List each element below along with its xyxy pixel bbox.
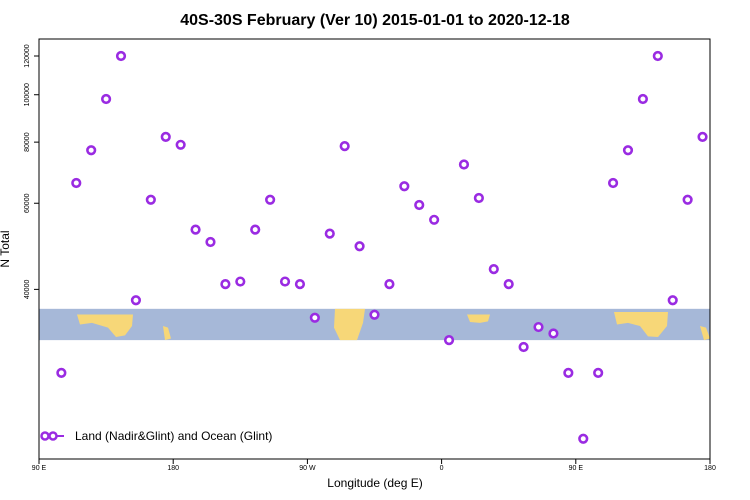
legend: Land (Nadir&Glint) and Ocean (Glint) [40,429,272,443]
data-point [324,228,335,239]
land-mass [700,326,710,341]
legend-marker [48,431,58,441]
data-point [294,279,306,290]
y-axis-label: N Total [0,230,12,267]
data-point [145,194,156,205]
data-point [593,367,604,378]
land-mass [614,311,668,337]
data-point [205,236,216,248]
data-point [309,312,320,323]
data-point [56,367,67,378]
data-point [697,131,708,142]
data-point [235,276,246,287]
y-tick-label: 60000 [24,193,31,213]
x-tick-label: 90 E [569,465,584,472]
chart-title: 40S-30S February (Ver 10) 2015-01-01 to … [180,12,570,29]
data-point [354,241,365,252]
data-point [607,177,619,189]
land-mass [334,308,365,341]
y-tick-label: 80000 [24,132,31,152]
data-point [160,131,171,142]
plot-frame [38,38,711,460]
data-point [622,145,634,156]
data-point [100,93,112,105]
legend-marker [40,431,50,441]
land-mass [163,326,171,341]
data-point [473,192,484,204]
data-point [220,279,231,290]
data-point [533,321,544,333]
data-point [71,177,82,189]
x-axis-ticks: 90 E 180 90 W 0 90 E 180 [32,459,716,472]
x-tick-label: 180 [167,465,179,472]
legend-entry-label: Land (Nadir&Glint) and Ocean (Glint) [75,429,272,443]
y-axis-ticks: 40000 60000 80000 100000 120000 [24,44,39,299]
data-point [578,433,589,444]
data-point [279,276,291,287]
data-point [518,341,529,353]
data-point [86,145,97,156]
data-point [488,264,499,275]
land-mass [77,314,133,337]
y-tick-label: 120000 [24,44,31,67]
data-point [115,50,127,62]
data-point [548,328,559,339]
land-mass [467,314,490,323]
data-point [563,367,574,378]
data-point [667,295,678,306]
x-tick-label: 0 [440,465,444,472]
data-point [339,141,350,152]
y-tick-label: 100000 [24,83,31,106]
data-point [458,159,470,170]
data-point [175,139,186,150]
data-point [429,214,440,225]
data-point [503,279,514,290]
data-points [56,50,708,444]
data-point [250,224,261,235]
data-point [443,335,455,346]
data-point [682,194,693,205]
x-tick-label: 90 W [299,465,316,472]
y-tick-label: 40000 [24,280,31,300]
data-point [265,194,276,205]
x-tick-label: 180 [704,465,716,472]
data-point [637,93,649,105]
data-point [399,181,410,192]
data-point [652,50,663,62]
data-point [414,199,425,211]
data-point [190,224,201,235]
x-axis-label: Longitude (deg E) [327,476,422,490]
data-point [384,279,395,290]
x-tick-label: 90 E [32,465,47,472]
data-point [369,309,380,320]
data-point [130,295,142,306]
